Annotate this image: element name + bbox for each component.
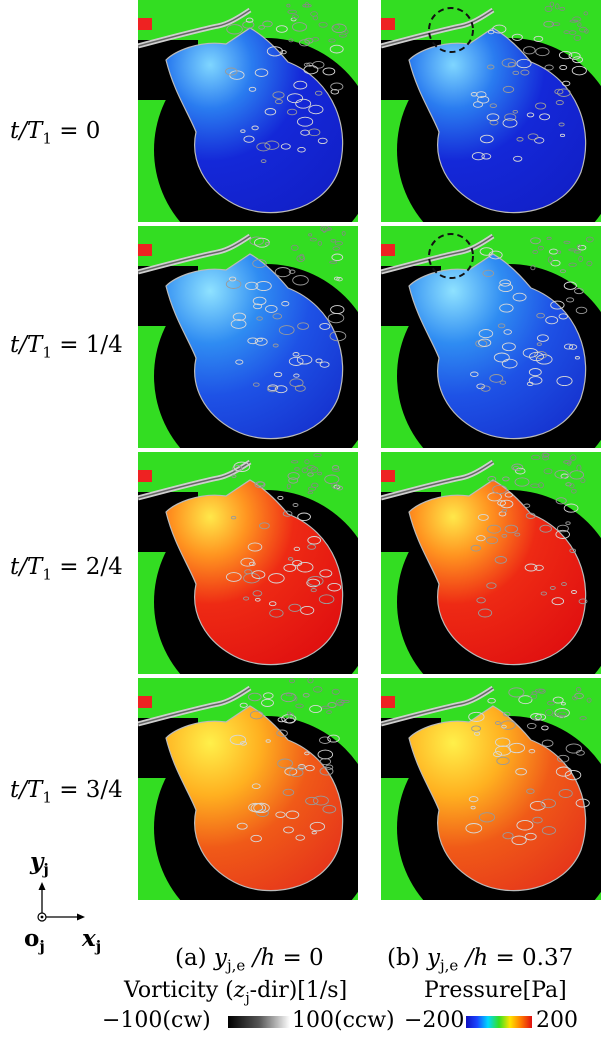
panel-b-row1 [381,226,601,448]
axis-origin-label: oj [24,925,45,956]
row-label-t0: t/T1 = 0 [10,118,101,148]
row-label-t3: t/T1 = 3/4 [10,777,123,807]
panel-b-row0 [381,0,601,222]
caption-b: (b) yj,e /h = 0.37 [387,945,574,975]
coordinate-axes [22,855,122,935]
pressure-min-label: −200 [404,1008,465,1033]
cfd-field-a-3 [138,678,358,900]
cfd-field-b-2 [381,452,601,674]
panel-b-row3 [381,678,601,900]
pressure-max-label: 200 [536,1008,578,1033]
cfd-field-b-0 [381,0,601,222]
axis-x-label: xj [82,925,102,956]
vorticity-min-label: −100(cw) [102,1008,211,1033]
pressure-colorbar [466,1016,532,1028]
cfd-field-a-1 [138,226,358,448]
axes-arrows [37,882,85,922]
vorticity-legend-title: Vorticity (zj-dir)[1/s] [124,978,348,1007]
panel-a-row2 [138,452,358,674]
panel-a-row0 [138,0,358,222]
caption-a: (a) yj,e /h = 0 [175,945,324,975]
pressure-legend-title: Pressure[Pa] [424,978,567,1003]
panel-a-row3 [138,678,358,900]
cfd-field-b-3 [381,678,601,900]
panel-a-row1 [138,226,358,448]
panel-b-row2 [381,452,601,674]
cfd-field-a-0 [138,0,358,222]
cfd-field-a-2 [138,452,358,674]
row-label-t1: t/T1 = 1/4 [10,332,123,362]
vorticity-max-label: 100(ccw) [292,1008,395,1033]
axis-y-label: yj [30,848,49,879]
cfd-field-b-1 [381,226,601,448]
vorticity-colorbar [228,1016,290,1028]
row-label-t2: t/T1 = 2/4 [10,554,123,584]
